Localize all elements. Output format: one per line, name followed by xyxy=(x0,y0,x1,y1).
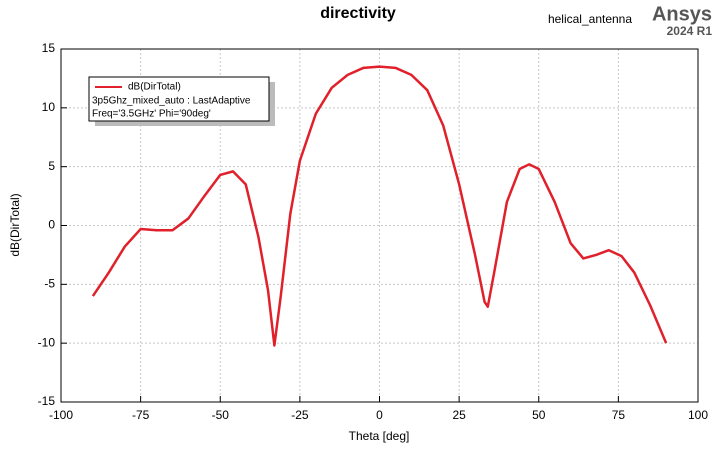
x-tick-label: -50 xyxy=(212,408,230,422)
data-line xyxy=(91,65,668,347)
x-axis-label: Theta [deg] xyxy=(349,429,410,443)
x-tick-label: 75 xyxy=(612,408,626,422)
subtitle: helical_antenna xyxy=(548,12,632,26)
x-tick-label: 100 xyxy=(688,408,708,422)
version: 2024 R1 xyxy=(667,24,713,38)
y-tick-label: 10 xyxy=(42,100,56,114)
x-tick-label: -75 xyxy=(132,408,150,422)
chart-title: directivity xyxy=(320,5,396,22)
legend-note: 3p5Ghz_mixed_auto : LastAdaptive xyxy=(92,96,251,107)
x-tick-label: -100 xyxy=(49,408,73,422)
y-tick-label: 5 xyxy=(48,159,55,173)
legend: dB(DirTotal) 3p5Ghz_mixed_auto : LastAdap… xyxy=(88,76,275,126)
y-tick-label: 0 xyxy=(48,218,55,232)
plot-frame xyxy=(60,48,699,403)
x-tick-label: -25 xyxy=(291,408,309,422)
legend-box xyxy=(88,76,270,122)
legend-label: dB(DirTotal) xyxy=(128,82,181,93)
y-tick-label: -10 xyxy=(38,335,56,349)
x-tick-label: 50 xyxy=(532,408,546,422)
x-tick-label: 0 xyxy=(376,408,383,422)
brand: Ansys xyxy=(652,3,712,25)
legend-note: Freq='3.5GHz' Phi='90deg' xyxy=(92,109,211,120)
x-tick-label: 25 xyxy=(452,408,466,422)
y-tick-label: 15 xyxy=(42,41,56,55)
y-tick-label: -15 xyxy=(38,394,56,408)
y-axis-label: dB(DirTotal) xyxy=(8,193,22,256)
y-tick-label: -5 xyxy=(44,277,55,291)
